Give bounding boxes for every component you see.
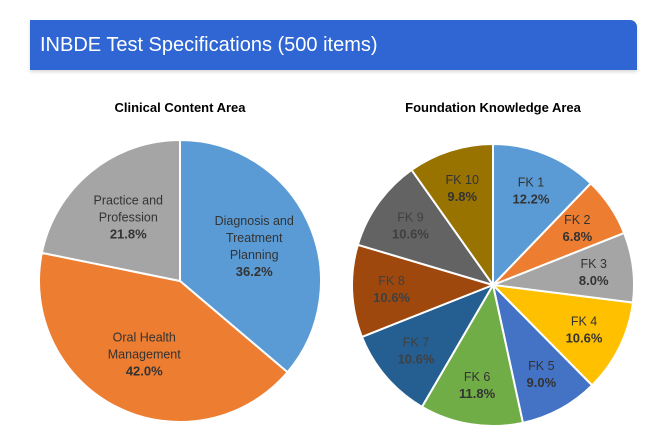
slice-value-label: 9.0% (527, 375, 557, 390)
slice-category-label: FK 7 (403, 336, 429, 350)
slice-value-label: 8.0% (579, 273, 609, 288)
slice-value-label: 9.8% (447, 189, 477, 204)
slice-category-label: Profession (99, 211, 158, 225)
slice-label: FK 7 10.6% (398, 336, 435, 367)
slice-value-label: 10.6% (566, 330, 603, 345)
pie-slice-clinical-2 (38, 251, 289, 423)
chart-title: Foundation Knowledge Area (405, 100, 582, 115)
pie-slice-fk-1 (492, 142, 593, 288)
slice-category-label: FK 6 (464, 370, 490, 384)
slice-category-label: FK 9 (397, 210, 423, 224)
slice-value-label: 12.2% (513, 191, 550, 206)
slice-value-label: 21.8% (110, 227, 147, 242)
slice-category-label: Oral Health (113, 331, 176, 345)
pie-slice-fk-4 (490, 283, 635, 387)
slice-label: FK 9 10.6% (392, 210, 429, 241)
slice-label: FK 1 12.2% (513, 175, 550, 206)
slice-value-label: 6.8% (563, 229, 593, 244)
pie-slice-fk-7 (360, 283, 496, 409)
slice-label: FK 3 8.0% (579, 257, 609, 288)
slice-label: Oral Health Management 42.0% (108, 331, 181, 379)
slice-value-label: 10.6% (398, 352, 435, 367)
slice-category-label: Management (108, 348, 181, 362)
slice-label: FK 10 9.8% (446, 173, 479, 204)
slice-category-label: Planning (230, 248, 279, 262)
chart-title: Clinical Content Area (115, 100, 247, 115)
slice-category-label: FK 5 (528, 359, 554, 373)
pie-slice-fk-5 (491, 281, 594, 424)
pie-slice-clinical-3 (40, 138, 181, 283)
slice-label: FK 4 10.6% (566, 314, 603, 345)
slice-value-label: 42.0% (126, 364, 163, 379)
pie-slice-fk-8 (351, 243, 497, 339)
banner-title: INBDE Test Specifications (500 items) (40, 34, 378, 56)
slice-value-label: 11.8% (459, 386, 496, 401)
pie-slice-clinical-1 (179, 138, 322, 374)
slice-label: Practice and Profession 21.8% (94, 194, 164, 242)
slice-label: FK 6 11.8% (459, 370, 496, 401)
slice-category-label: FK 8 (378, 274, 404, 288)
slice-category-label: FK 3 (581, 257, 607, 271)
pie-slice-fk-10 (410, 142, 494, 289)
slice-label: Diagnosis and Treatment Planning 36.2% (215, 214, 294, 279)
slice-value-label: 10.6% (392, 226, 429, 241)
slice-value-label: 36.2% (236, 264, 273, 279)
slice-category-label: Diagnosis and (215, 214, 294, 228)
foundation-knowledge-pie: Foundation Knowledge Area FK 1 12.2% FK 2 6.… (351, 100, 635, 427)
slice-label: FK 2 6.8% (563, 213, 593, 244)
clinical-content-pie: Clinical Content Area Diagnosis and Treatm… (38, 100, 322, 423)
pie-slice-fk-6 (420, 282, 525, 427)
slice-label: FK 8 10.6% (373, 274, 410, 305)
slice-category-label: FK 1 (518, 175, 544, 189)
slice-category-label: FK 2 (564, 213, 590, 227)
slice-category-label: Treatment (226, 231, 283, 245)
slice-label: FK 5 9.0% (527, 359, 557, 390)
pie-slice-fk-9 (356, 168, 496, 287)
slice-category-label: FK 4 (571, 314, 597, 328)
slice-category-label: Practice and (94, 194, 164, 208)
title-banner: INBDE Test Specifications (500 items) (30, 20, 637, 70)
slice-value-label: 10.6% (373, 290, 410, 305)
slice-category-label: FK 10 (446, 173, 479, 187)
